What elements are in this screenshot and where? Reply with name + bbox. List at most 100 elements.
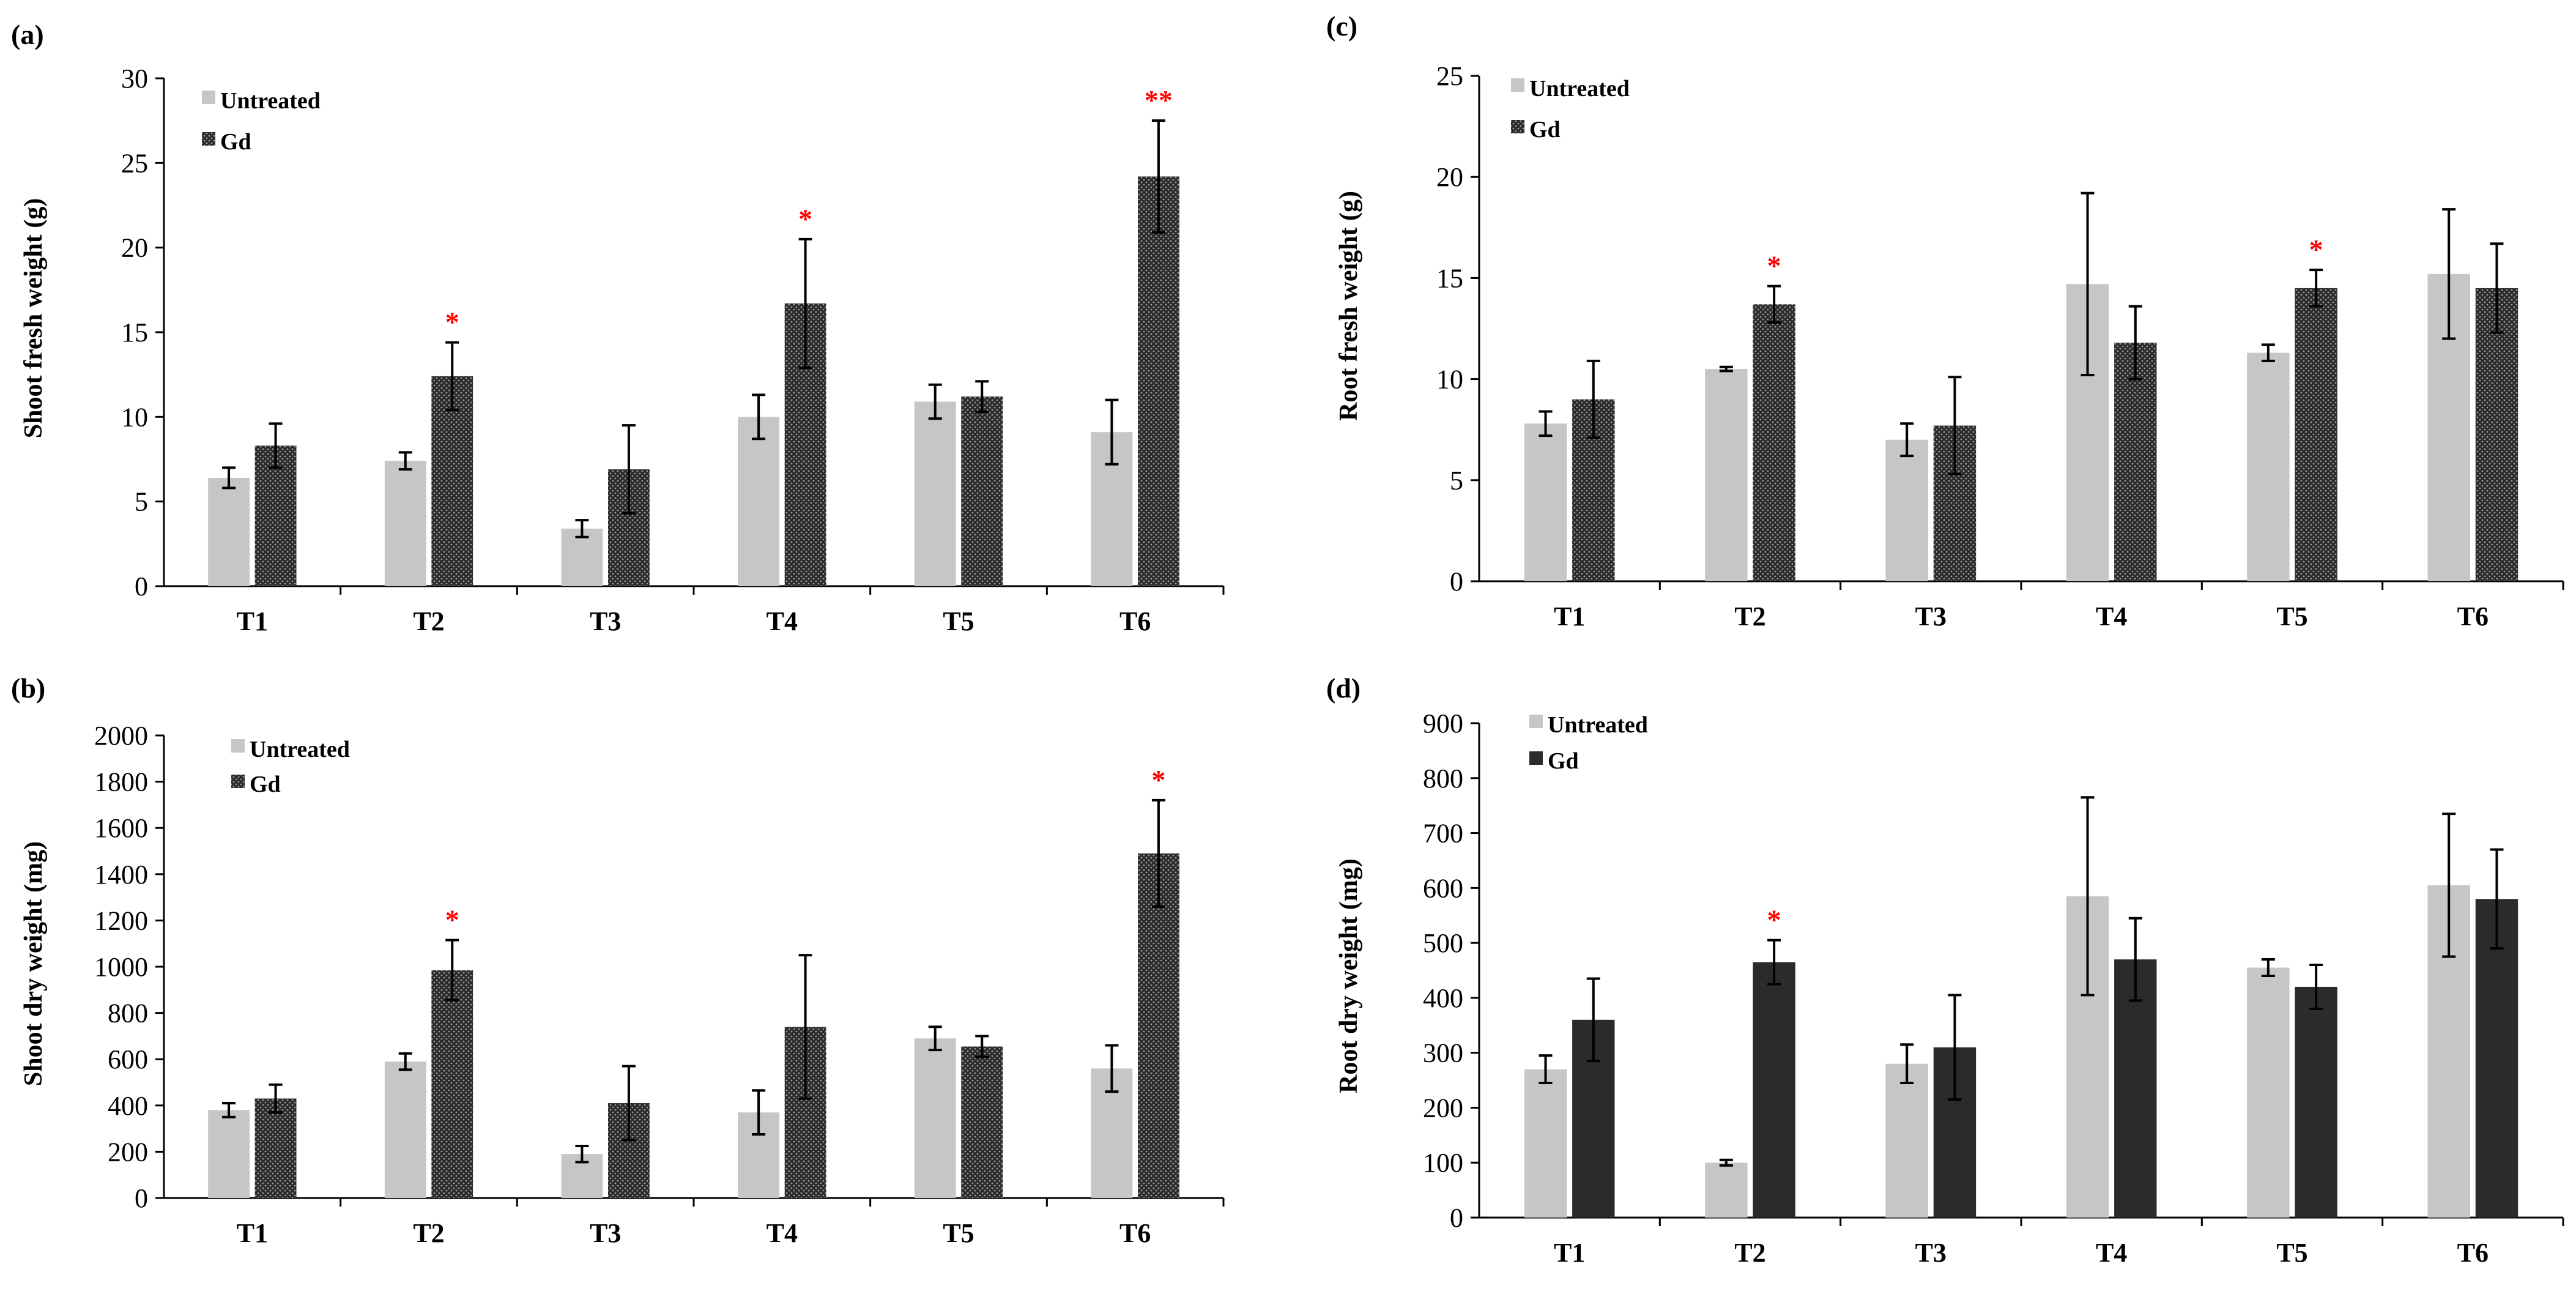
bar-untreated [208,1110,250,1198]
significance-marker: * [445,307,459,338]
y-tick-label: 5 [135,487,148,517]
x-tick-label: T6 [1119,1218,1151,1248]
y-tick-label: 400 [108,1091,148,1121]
legend-label-gd-a: Gd [220,129,251,155]
bar-gd [1137,176,1179,586]
y-tick-label: 20 [121,233,148,263]
bar-untreated [2247,967,2290,1218]
y-tick-label: 700 [1423,819,1463,849]
y-tick-label: 10 [121,402,148,432]
y-tick-label: 1800 [94,767,148,797]
y-tick-label: 25 [1436,61,1463,91]
bar-untreated [914,1038,956,1198]
bar-untreated [1885,439,1928,581]
legend-label-gd-b: Gd [250,772,281,797]
y-tick-label: 200 [1423,1093,1463,1123]
plot-area-c: 0 5 10 15 20 25 T1 T2 * T3 T4 T5 * T6 [1436,61,2564,631]
y-tick-label: 0 [135,1183,148,1213]
y-tick-label: 15 [121,318,148,348]
bar-gd [2475,288,2518,581]
x-tick-label: T5 [943,606,974,636]
y-tick-label: 5 [1450,466,1463,496]
significance-marker: * [1767,904,1781,936]
legend-label-gd-c: Gd [1529,117,1561,143]
chart-panel-a: (a) Shoot fresh weight (g) 0 5 10 15 20 25 30 T… [11,19,1225,636]
chart-panel-c: (c) Root fresh weight (g) 0 5 10 15 20 25 T1 T2… [1326,10,2564,631]
y-axis-title-b: Shoot dry weight (mg) [20,841,48,1086]
legend-swatch-gd-c [1511,120,1524,133]
y-tick-label: 15 [1436,263,1463,293]
legend-label-gd-d: Gd [1548,748,1579,774]
y-tick-label: 600 [1423,873,1463,903]
y-axis-title-c: Root fresh weight (g) [1335,191,1363,421]
significance-marker: * [798,203,812,234]
x-tick-label: T4 [2096,1238,2127,1268]
y-tick-label: 100 [1423,1148,1463,1178]
legend-d: Untreated Gd [1529,712,1648,774]
x-tick-label: T4 [2096,601,2127,631]
bar-gd [961,1046,1003,1198]
y-tick-label: 1400 [94,860,148,890]
bar-gd [2295,986,2337,1218]
plot-area-d: 0 100 200 300 400 500 600 700 800 900 T1 T2 * T3 T4 T5 T… [1423,709,2564,1268]
x-tick-label: T3 [1915,601,1947,631]
bar-untreated [1885,1063,1928,1218]
bar-gd [1753,304,1795,581]
bar-untreated [208,477,250,586]
x-tick-label: T3 [1915,1238,1947,1268]
y-tick-label: 500 [1423,928,1463,958]
y-tick-label: 25 [121,148,148,178]
legend-label-untreated-a: Untreated [220,88,321,114]
legend-label-untreated-d: Untreated [1548,712,1648,738]
x-tick-label: T1 [1554,1238,1585,1268]
x-tick-label: T5 [2276,1238,2307,1268]
x-tick-label: T4 [766,606,798,636]
y-axis-title-d: Root dry weight (mg) [1335,858,1363,1093]
legend-swatch-untreated-c [1511,78,1524,92]
panel-letter-d: (d) [1326,672,1360,704]
significance-marker: * [2309,234,2323,265]
x-tick-label: T5 [2276,601,2307,631]
y-axis-title-a: Shoot fresh weight (g) [20,198,48,438]
bar-gd [2114,959,2157,1218]
significance-marker: * [445,904,459,936]
plot-area-b: 0 200 400 600 800 1000 1200 1400 1600 1800 2000 T1 T… [94,721,1225,1248]
bar-gd [961,396,1003,586]
x-tick-label: T2 [413,606,444,636]
legend-swatch-untreated-a [202,91,215,104]
bar-gd [2295,288,2337,581]
y-tick-label: 600 [108,1044,148,1074]
y-tick-label: 20 [1436,162,1463,192]
bar-gd [2475,899,2518,1218]
panel-letter-a: (a) [11,19,44,50]
significance-marker: * [1151,764,1165,795]
panel-letter-b: (b) [11,672,45,704]
y-tick-label: 400 [1423,983,1463,1013]
bar-untreated [914,401,956,586]
bar-untreated [384,1061,426,1198]
legend-b: Untreated Gd [231,737,350,797]
bar-untreated [1524,1069,1567,1218]
x-tick-label: T6 [2457,1238,2489,1268]
bar-untreated [1524,423,1567,581]
bar-gd [1137,853,1179,1198]
bar-gd [431,970,473,1198]
legend-swatch-untreated-d [1529,715,1543,728]
x-tick-label: T1 [1554,601,1585,631]
y-tick-label: 800 [108,999,148,1029]
x-tick-label: T1 [237,606,268,636]
x-tick-label: T1 [237,1218,268,1248]
x-tick-label: T2 [413,1218,444,1248]
legend-a: Untreated Gd [202,88,321,155]
bar-untreated [2247,352,2290,581]
legend-label-untreated-c: Untreated [1529,76,1630,102]
panel-letter-c: (c) [1326,10,1357,42]
y-tick-label: 30 [121,64,148,94]
x-tick-label: T6 [2457,601,2489,631]
legend-swatch-gd-d [1529,751,1543,765]
y-tick-label: 0 [1450,567,1463,597]
bar-untreated [1705,369,1748,581]
bar-untreated [384,461,426,586]
y-tick-label: 300 [1423,1038,1463,1068]
